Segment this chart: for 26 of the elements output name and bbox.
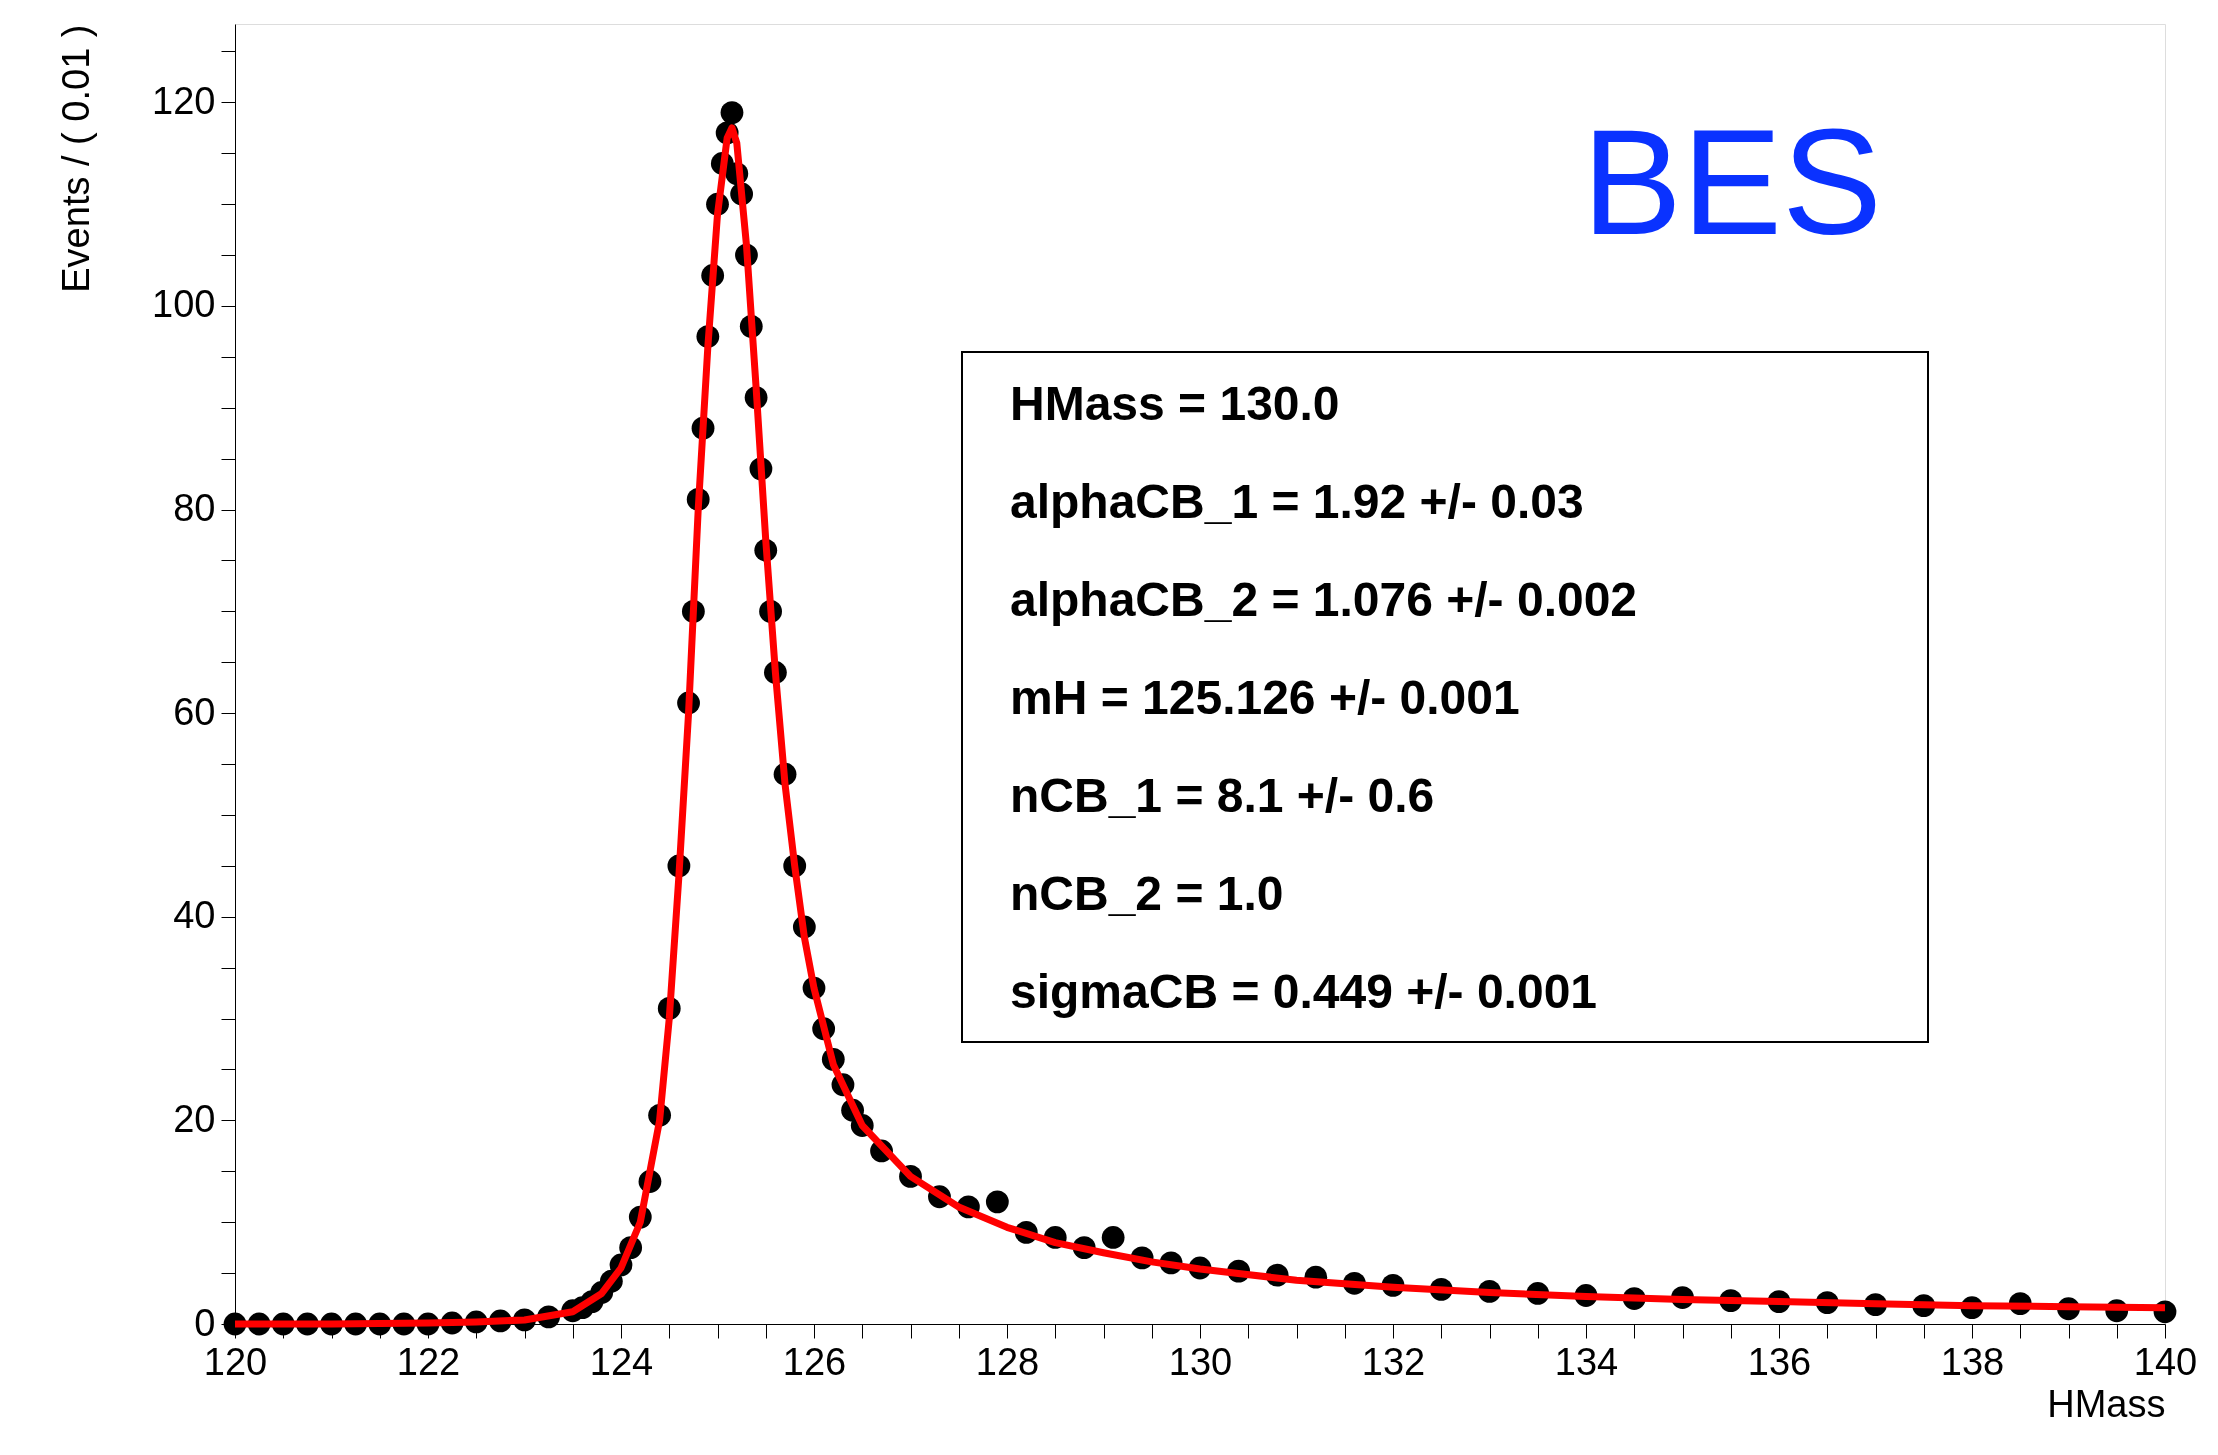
- x-tick-label: 130: [1168, 1340, 1233, 1383]
- y-tick-label: 60: [173, 690, 216, 733]
- annotation: mH = 125.126 +/- 0.001: [1010, 671, 1520, 724]
- annotation: sigmaCB = 0.449 +/- 0.001: [1010, 965, 1598, 1018]
- x-tick-label: 122: [396, 1340, 461, 1383]
- y-tick-label: 20: [173, 1097, 216, 1140]
- annotation: BES: [1582, 98, 1883, 266]
- x-axis-title: HMass: [2047, 1382, 2166, 1425]
- y-tick-label: 100: [152, 283, 216, 326]
- x-tick-label: 136: [1747, 1340, 1812, 1383]
- annotation: alphaCB_1 = 1.92 +/- 0.03: [1010, 475, 1584, 528]
- annotation: alphaCB_2 = 1.076 +/- 0.002: [1010, 573, 1638, 626]
- x-tick-label: 126: [782, 1340, 847, 1383]
- x-tick-label: 132: [1361, 1340, 1426, 1383]
- x-tick-label: 124: [589, 1340, 654, 1383]
- annotation: nCB_1 = 8.1 +/- 0.6: [1010, 769, 1435, 822]
- y-tick-label: 120: [152, 79, 216, 122]
- y-axis-title: Events / ( 0.01 ): [55, 24, 98, 293]
- x-tick-label: 128: [975, 1340, 1040, 1383]
- x-tick-label: 134: [1554, 1340, 1619, 1383]
- y-tick-label: 80: [173, 487, 216, 530]
- annotation: nCB_2 = 1.0: [1010, 867, 1284, 920]
- annotation: HMass = 130.0: [1010, 377, 1340, 430]
- y-tick-label: 40: [173, 894, 216, 937]
- x-tick-label: 140: [2133, 1340, 2198, 1383]
- x-tick-label: 138: [1940, 1340, 2005, 1383]
